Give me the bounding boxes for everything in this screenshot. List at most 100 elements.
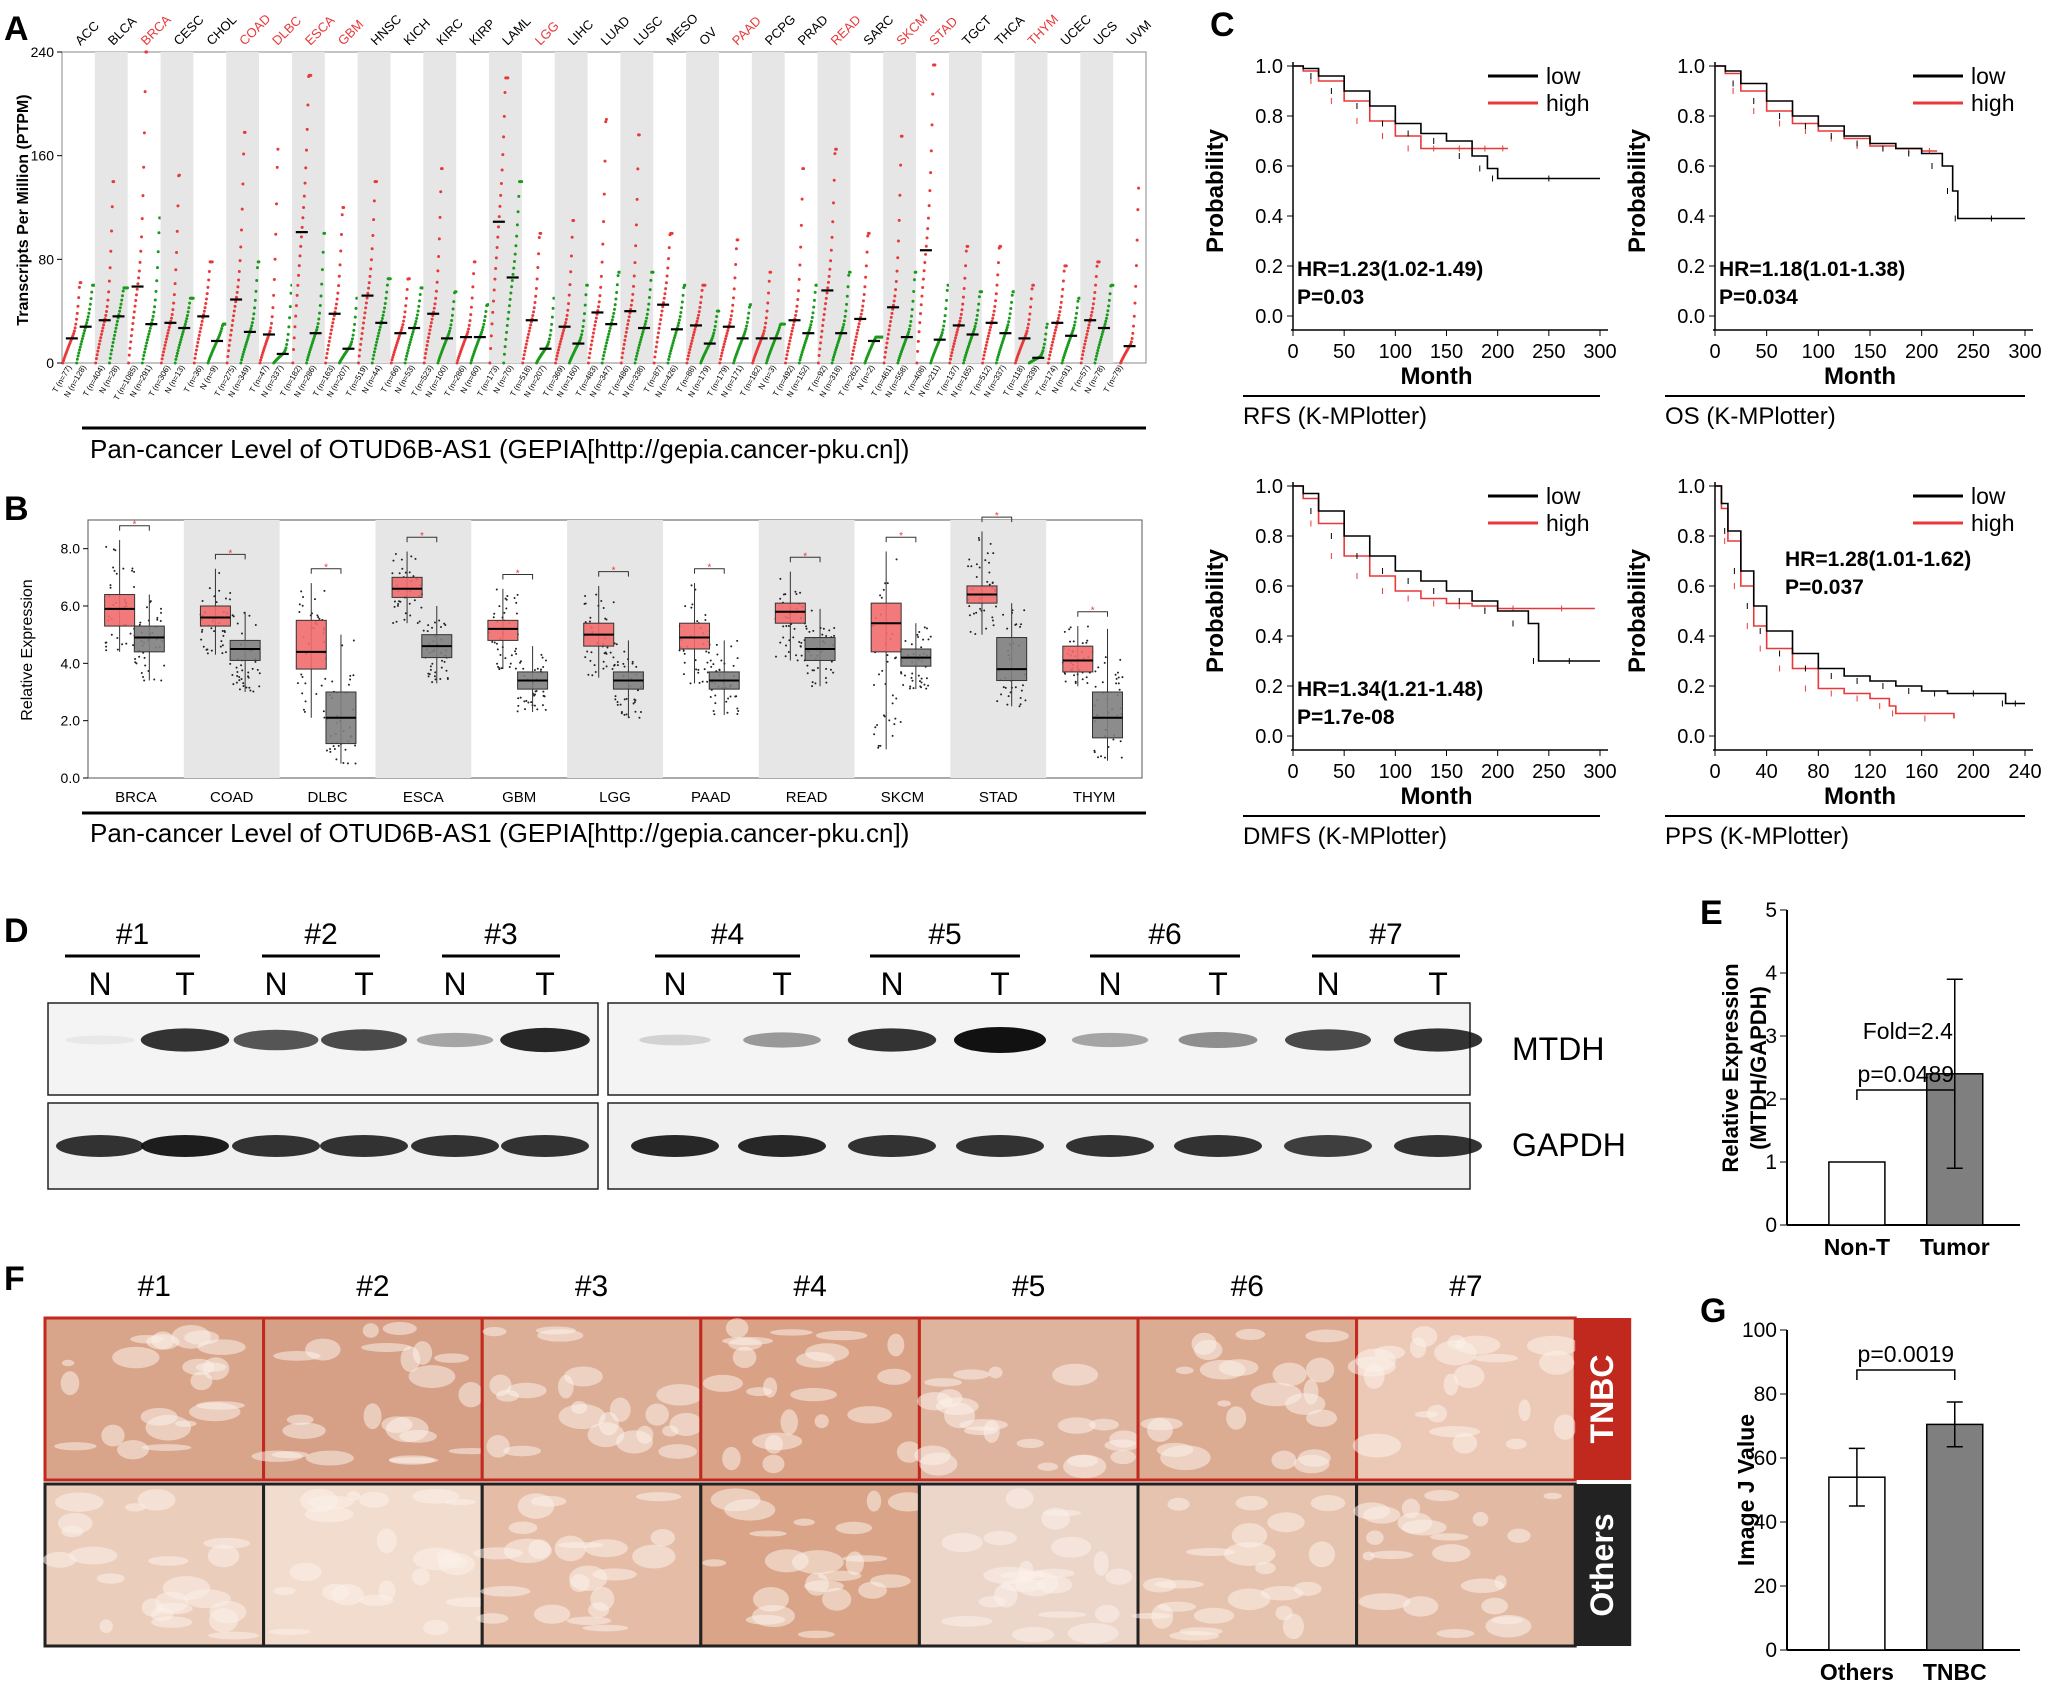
dot bbox=[360, 331, 364, 335]
jitter-dot bbox=[623, 650, 626, 653]
stroma-patch bbox=[434, 1353, 470, 1363]
dot bbox=[1060, 361, 1064, 365]
jitter-dot bbox=[316, 614, 319, 617]
jitter-dot bbox=[916, 633, 919, 636]
dot bbox=[275, 202, 279, 206]
dot bbox=[799, 245, 803, 249]
gapdh-band bbox=[501, 1135, 589, 1157]
stroma-patch bbox=[268, 1628, 312, 1635]
stroma-patch bbox=[752, 1432, 803, 1451]
legend-label-high: high bbox=[1971, 510, 2014, 536]
dot bbox=[207, 278, 211, 282]
dot bbox=[318, 304, 322, 308]
box bbox=[1092, 691, 1124, 739]
lane-label-n: N bbox=[663, 966, 686, 1002]
stroma-patch bbox=[1443, 1373, 1459, 1396]
jitter-dot bbox=[735, 695, 738, 698]
dot bbox=[434, 296, 438, 300]
dot bbox=[206, 361, 210, 365]
jitter-dot bbox=[811, 681, 814, 684]
dot bbox=[910, 314, 914, 318]
jitter-dot bbox=[218, 572, 221, 575]
dot bbox=[369, 267, 373, 271]
dot bbox=[364, 306, 368, 310]
dot bbox=[76, 354, 80, 358]
dot bbox=[377, 331, 381, 335]
y-tick-label: 0.2 bbox=[1255, 676, 1283, 698]
y-tick-label: 1.0 bbox=[1677, 56, 1705, 78]
dot bbox=[350, 337, 354, 341]
dot bbox=[382, 310, 386, 314]
jitter-dot bbox=[533, 694, 536, 697]
stroma-patch bbox=[208, 1631, 260, 1640]
jitter-dot bbox=[927, 684, 930, 687]
jitter-dot bbox=[515, 601, 518, 604]
dot bbox=[140, 217, 144, 221]
dot bbox=[661, 301, 665, 305]
stroma-patch bbox=[1305, 1357, 1335, 1383]
stroma-patch bbox=[289, 1562, 322, 1582]
dot bbox=[75, 311, 79, 315]
dot bbox=[744, 327, 748, 331]
jitter-dot bbox=[813, 669, 816, 672]
dot bbox=[817, 354, 821, 358]
dot bbox=[165, 334, 169, 338]
stroma-patch bbox=[1472, 1511, 1489, 1527]
jitter-dot bbox=[782, 636, 785, 639]
dot bbox=[537, 252, 541, 256]
jitter-dot bbox=[1006, 627, 1009, 630]
significance-star: * bbox=[707, 563, 711, 574]
dot bbox=[796, 289, 800, 293]
dot bbox=[232, 309, 236, 313]
dot bbox=[284, 346, 288, 350]
x-tick-label: 150 bbox=[1853, 341, 1886, 363]
dot bbox=[302, 206, 306, 210]
jitter-dot bbox=[795, 654, 798, 657]
dot bbox=[633, 361, 637, 365]
dot bbox=[898, 193, 902, 197]
jitter-dot bbox=[231, 614, 234, 617]
dot bbox=[515, 223, 519, 227]
dot bbox=[656, 331, 660, 335]
dot bbox=[529, 323, 533, 327]
dot bbox=[503, 345, 507, 349]
jitter-dot bbox=[929, 635, 932, 638]
dot bbox=[608, 326, 612, 330]
dot bbox=[1045, 325, 1049, 329]
stroma-patch bbox=[645, 1403, 669, 1426]
y-tick-label: 80 bbox=[1754, 1383, 1777, 1406]
dot bbox=[802, 343, 806, 347]
dot bbox=[673, 333, 677, 337]
dot bbox=[1006, 323, 1010, 327]
y-tick-label: 0.6 bbox=[1677, 156, 1705, 178]
dot bbox=[944, 307, 948, 311]
dot bbox=[867, 231, 871, 235]
dot bbox=[502, 135, 506, 139]
jitter-dot bbox=[143, 679, 146, 682]
dot bbox=[669, 349, 673, 353]
y-tick-label: 0.6 bbox=[1255, 156, 1283, 178]
dot bbox=[1073, 320, 1077, 324]
jitter-dot bbox=[249, 689, 252, 692]
dot bbox=[626, 322, 630, 326]
dot bbox=[784, 361, 788, 365]
jitter-dot bbox=[609, 651, 612, 654]
cancer-label: KICH bbox=[400, 16, 433, 49]
jitter-dot bbox=[908, 687, 911, 690]
jitter-dot bbox=[799, 645, 802, 648]
dot bbox=[1043, 338, 1047, 342]
dot bbox=[76, 304, 80, 308]
dot bbox=[144, 344, 148, 348]
stroma-patch bbox=[710, 1488, 761, 1512]
jitter-dot bbox=[792, 636, 795, 639]
dot bbox=[142, 165, 146, 169]
dot bbox=[402, 319, 406, 323]
dot bbox=[798, 263, 802, 267]
stroma-patch bbox=[662, 1425, 679, 1437]
jitter-dot bbox=[720, 659, 723, 662]
jitter-dot bbox=[349, 674, 352, 677]
stroma-patch bbox=[1227, 1588, 1271, 1611]
stroma-patch bbox=[558, 1403, 606, 1430]
km-curve-high bbox=[1715, 485, 1955, 719]
dot bbox=[305, 361, 309, 365]
